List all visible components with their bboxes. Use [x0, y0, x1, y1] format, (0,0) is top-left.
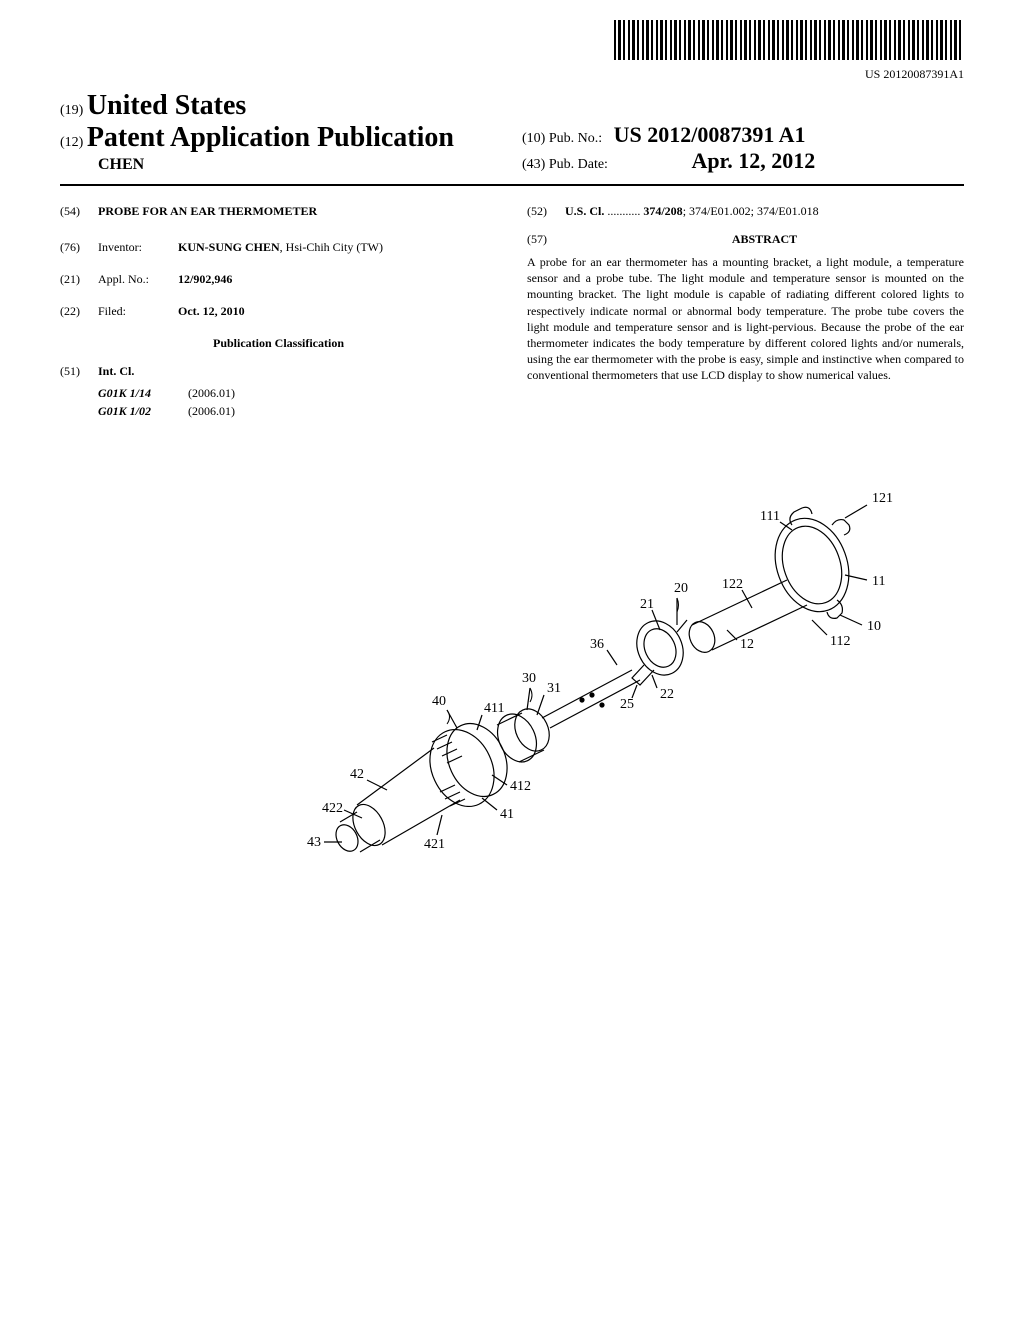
fig-label: 12 [740, 637, 754, 652]
int-cl-code: (51) [60, 362, 98, 380]
fig-label: 36 [590, 637, 604, 652]
pub-no-code: (10) [522, 131, 545, 146]
fig-label: 41 [500, 807, 514, 822]
filed-label: Filed: [98, 302, 178, 320]
barcode-number: US 20120087391A1 [60, 67, 964, 82]
pub-no-label: Pub. No.: [549, 131, 602, 146]
barcode-graphic [614, 20, 964, 60]
fig-label: 422 [322, 801, 343, 816]
inventor-label: Inventor: [98, 238, 178, 256]
us-cl-extra: ; 374/E01.002; 374/E01.018 [683, 204, 819, 218]
int-cl-table: G01K 1/14 (2006.01) G01K 1/02 (2006.01) [98, 384, 497, 420]
fig-label: 22 [660, 687, 674, 702]
int-cl-row-year: (2006.01) [188, 402, 497, 420]
fig-label: 412 [510, 779, 531, 794]
appl-no-value: 12/902,946 [178, 270, 497, 288]
title-text: PROBE FOR AN EAR THERMOMETER [98, 202, 317, 220]
fig-label: 10 [867, 619, 881, 634]
fig-label: 20 [674, 581, 688, 596]
patent-figure: 121 111 20 122 11 21 36 12 10 112 25 22 … [282, 470, 902, 870]
country-name: United States [87, 90, 246, 121]
us-cl-dots: ........... [604, 204, 643, 218]
pub-no-value: US 2012/0087391 A1 [614, 122, 806, 147]
fig-label: 11 [872, 574, 885, 589]
header-divider [60, 184, 964, 186]
author-surname: CHEN [60, 156, 502, 174]
fig-label: 111 [760, 509, 780, 524]
fig-label: 43 [307, 835, 321, 850]
pub-date-value: Apr. 12, 2012 [691, 148, 815, 173]
pub-class-heading: Publication Classification [60, 334, 497, 352]
fig-label: 21 [640, 597, 654, 612]
abstract-code: (57) [527, 230, 565, 254]
inventor-code: (76) [60, 238, 98, 256]
appl-no-label: Appl. No.: [98, 270, 178, 288]
barcode-section: US 20120087391A1 [60, 20, 964, 82]
int-cl-row-code: G01K 1/02 [98, 402, 188, 420]
inventor-location: , Hsi-Chih City (TW) [280, 240, 383, 254]
abstract-body: A probe for an ear thermometer has a mou… [527, 254, 964, 384]
inventor-name: KUN-SUNG CHEN [178, 240, 280, 254]
fig-label: 112 [830, 634, 850, 649]
pub-type: Patent Application Publication [87, 122, 454, 153]
right-column: (52) U.S. Cl. ........... 374/208; 374/E… [527, 202, 964, 420]
filed-code: (22) [60, 302, 98, 320]
fig-label: 30 [522, 671, 536, 686]
fig-label: 421 [424, 837, 445, 852]
header-section: (19) United States (12) Patent Applicati… [60, 90, 964, 174]
figure-area: 121 111 20 122 11 21 36 12 10 112 25 22 … [60, 470, 964, 875]
fig-label: 121 [872, 491, 893, 506]
filed-value: Oct. 12, 2010 [178, 302, 497, 320]
fig-label: 122 [722, 577, 743, 592]
fig-label: 31 [547, 681, 561, 696]
fig-label: 40 [432, 694, 446, 709]
pub-date-code: (43) [522, 157, 545, 172]
fig-label: 25 [620, 697, 634, 712]
fig-label: 42 [350, 767, 364, 782]
abstract-heading: ABSTRACT [565, 230, 964, 248]
left-column: (54) PROBE FOR AN EAR THERMOMETER (76) I… [60, 202, 497, 420]
int-cl-row-code: G01K 1/14 [98, 384, 188, 402]
pub-date-label: Pub. Date: [549, 157, 608, 172]
content-columns: (54) PROBE FOR AN EAR THERMOMETER (76) I… [60, 202, 964, 420]
int-cl-label: Int. Cl. [98, 362, 134, 380]
us-cl-label: U.S. Cl. [565, 204, 604, 218]
appl-no-code: (21) [60, 270, 98, 288]
country-code: (19) [60, 103, 83, 118]
title-code: (54) [60, 202, 98, 220]
us-cl-code: (52) [527, 202, 565, 220]
pub-type-code: (12) [60, 135, 83, 150]
int-cl-row-year: (2006.01) [188, 384, 497, 402]
fig-label: 411 [484, 701, 504, 716]
us-cl-value: 374/208 [643, 204, 682, 218]
